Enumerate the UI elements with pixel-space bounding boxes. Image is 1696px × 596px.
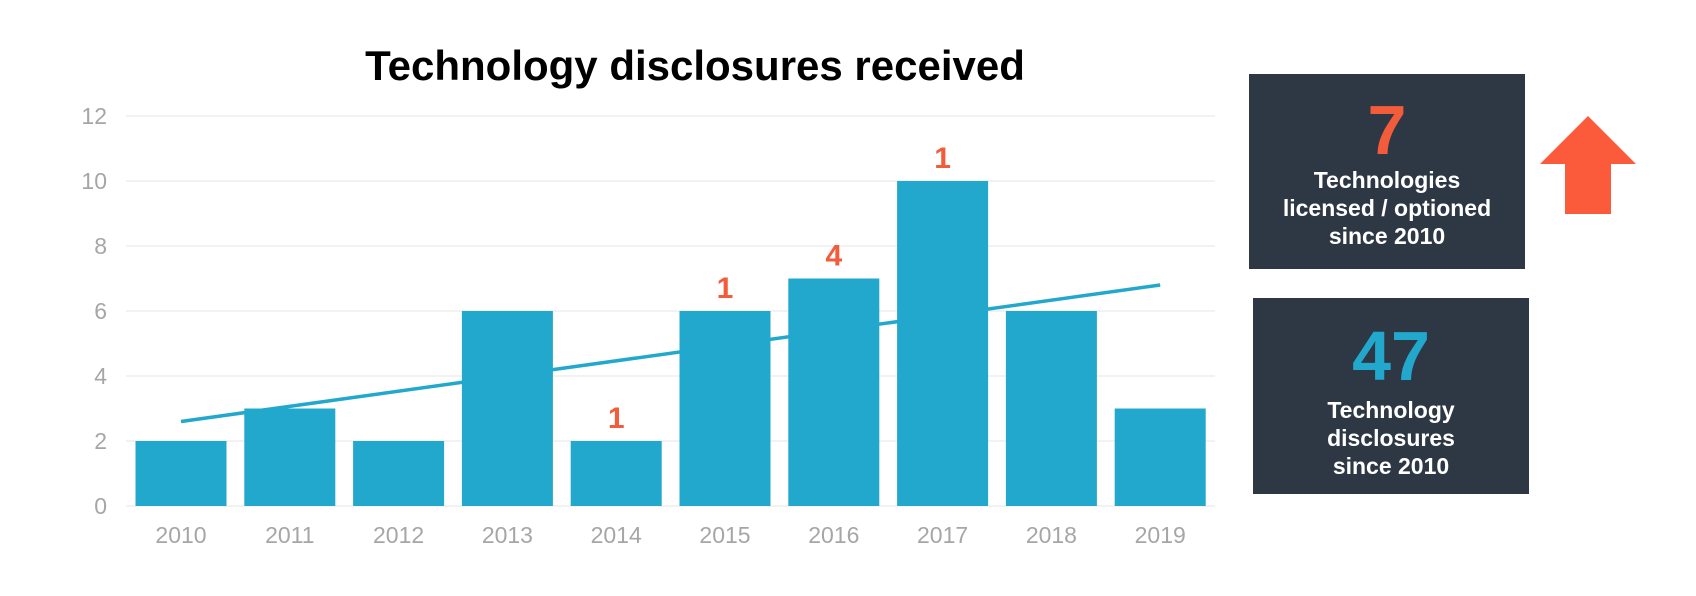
bar-annotation: 4: [825, 240, 842, 273]
y-axis-ticks: 0 2 4 6 8 10 12: [81, 103, 107, 519]
chart-title: Technology disclosures received: [365, 42, 1025, 89]
x-tick-label: 2016: [808, 522, 859, 548]
bar-2019: [1114, 408, 1206, 506]
x-tick-label: 2014: [591, 522, 642, 548]
bar-2010: [135, 441, 227, 506]
y-tick-label: 4: [94, 363, 107, 389]
bar-2012: [353, 441, 445, 506]
licensed-count: 7: [1367, 91, 1407, 169]
trendline: [180, 283, 1161, 424]
x-tick-label: 2017: [917, 522, 968, 548]
bar-annotation: 1: [608, 402, 625, 435]
y-tick-label: 12: [81, 103, 107, 129]
disclosures-stat-box: 47 Technology disclosures since 2010: [1253, 298, 1529, 494]
bar-2015: [679, 311, 771, 506]
x-tick-label: 2019: [1135, 522, 1186, 548]
x-tick-label: 2015: [699, 522, 750, 548]
bars: [135, 181, 1206, 506]
x-tick-label: 2012: [373, 522, 424, 548]
x-tick-label: 2018: [1026, 522, 1077, 548]
x-tick-label: 2010: [155, 522, 206, 548]
y-tick-label: 0: [94, 493, 107, 519]
y-tick-label: 6: [94, 298, 107, 324]
bar-annotations: 1 1 4 1: [608, 142, 951, 435]
bar-2013: [461, 311, 553, 506]
licensed-label: Technologies licensed / optioned since 2…: [1282, 167, 1492, 249]
disclosures-label: Technology disclosures since 2010: [1327, 397, 1455, 479]
bar-2014: [570, 441, 662, 506]
bar-2017: [897, 181, 989, 506]
licensed-stat-box: 7 Technologies licensed / optioned since…: [1249, 74, 1525, 269]
arrow-up-icon: [1540, 116, 1636, 214]
disclosures-count: 47: [1352, 317, 1430, 395]
bar-annotation: 1: [717, 272, 734, 305]
y-tick-label: 2: [94, 428, 107, 454]
bar-2011: [244, 408, 336, 506]
y-tick-label: 10: [81, 168, 107, 194]
bar-2016: [788, 278, 880, 506]
trendline-group: [180, 283, 1161, 424]
x-tick-label: 2013: [482, 522, 533, 548]
bar-2018: [1005, 311, 1097, 506]
x-axis-ticks: 2010 2011 2012 2013 2014 2015 2016 2017 2018 2019: [155, 522, 1185, 548]
x-tick-label: 2011: [265, 522, 314, 548]
bar-annotation: 1: [934, 142, 951, 175]
y-tick-label: 8: [94, 233, 107, 259]
